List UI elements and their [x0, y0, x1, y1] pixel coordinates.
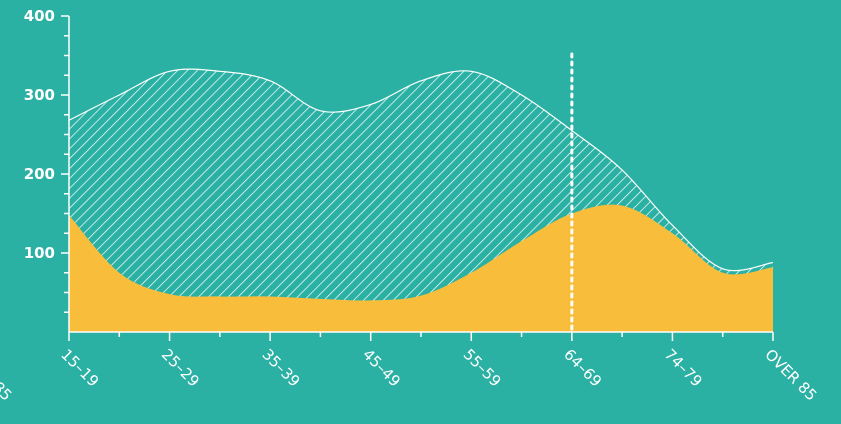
y-tick-label: 400	[24, 7, 55, 25]
axis-layer	[61, 15, 774, 341]
y-tick-label: 100	[24, 244, 55, 262]
x-tick-label: 45–49	[359, 345, 404, 390]
x-tick-label: 15–19	[57, 345, 102, 390]
x-tick-label: 74–79	[661, 345, 706, 390]
series-area-solid	[69, 204, 773, 332]
x-tick-label: 55–59	[460, 345, 505, 390]
x-tick-label: 35–39	[258, 345, 303, 390]
y-tick-label: 200	[24, 165, 55, 183]
x-tick-label-clipped: OVER 85	[0, 345, 15, 404]
series-layer	[68, 52, 774, 333]
x-tick-label: 64–69	[560, 345, 605, 390]
y-tick-label: 300	[24, 86, 55, 104]
x-tick-label: 25–29	[158, 345, 203, 390]
series-line-hatched	[68, 68, 774, 272]
x-tick-label: OVER 85	[761, 345, 820, 404]
